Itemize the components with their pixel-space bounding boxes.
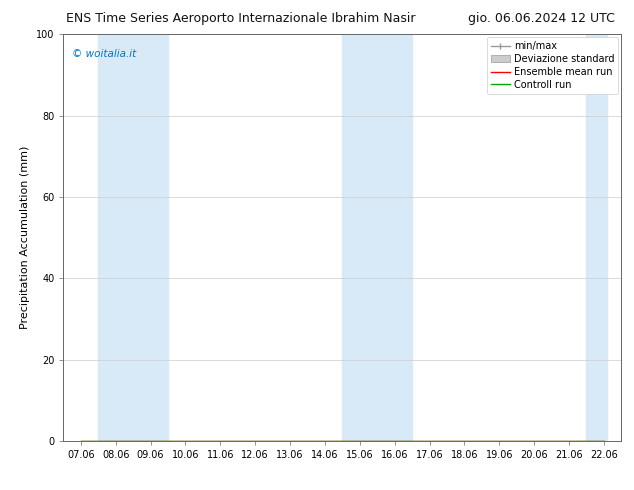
Text: © woitalia.it: © woitalia.it (72, 49, 136, 58)
Text: gio. 06.06.2024 12 UTC: gio. 06.06.2024 12 UTC (468, 12, 615, 25)
Bar (98, 34, 168, 441)
Text: ENS Time Series Aeroporto Internazionale Ibrahim Nasir: ENS Time Series Aeroporto Internazionale… (66, 12, 416, 25)
Y-axis label: Precipitation Accumulation (mm): Precipitation Accumulation (mm) (20, 146, 30, 329)
Bar (586, 34, 607, 441)
Legend: min/max, Deviazione standard, Ensemble mean run, Controll run: min/max, Deviazione standard, Ensemble m… (487, 37, 618, 94)
Bar (342, 34, 412, 441)
